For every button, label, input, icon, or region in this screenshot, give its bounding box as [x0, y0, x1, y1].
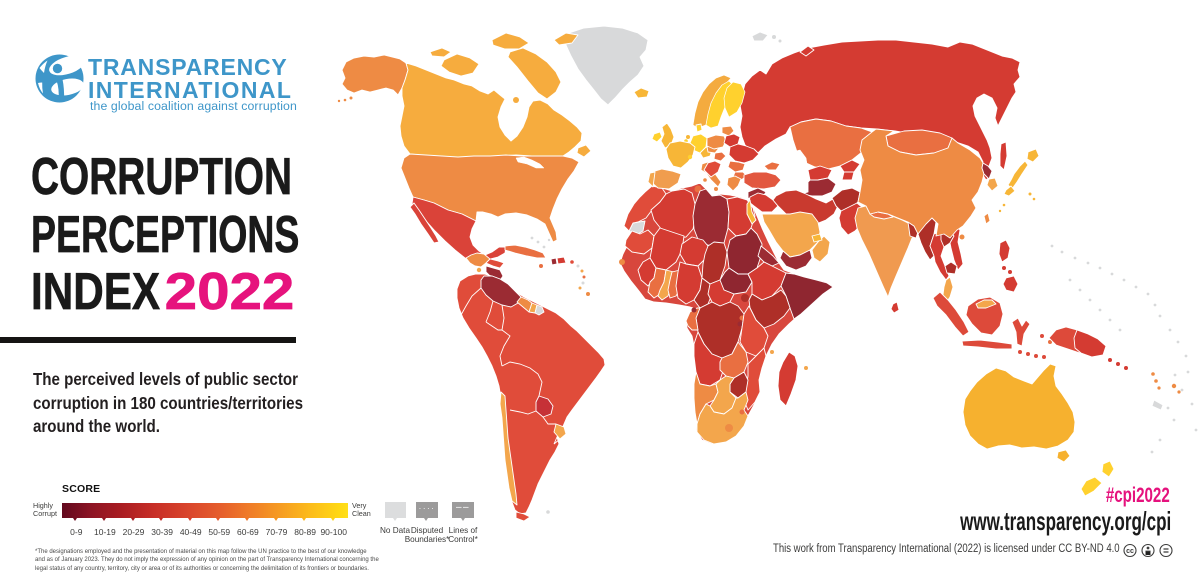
svg-text:cc: cc	[1126, 548, 1134, 555]
